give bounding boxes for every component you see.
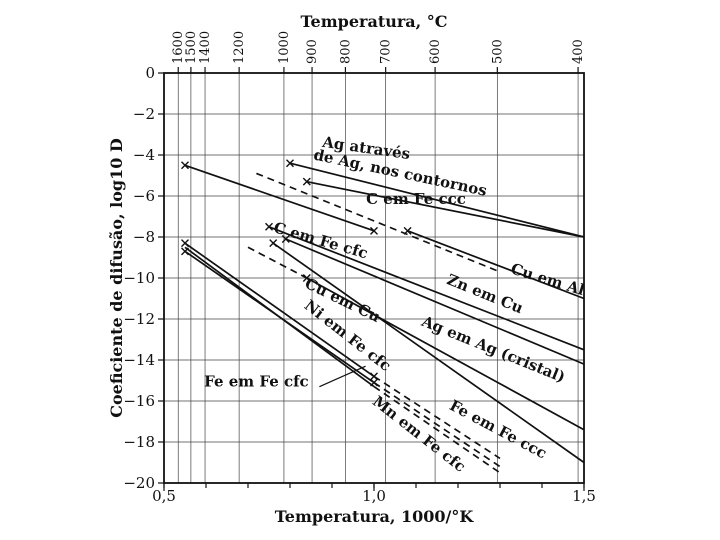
series-line bbox=[247, 246, 308, 279]
label-fe-fe-ccc: Fe em Fe ccc bbox=[447, 396, 550, 462]
series-line bbox=[256, 172, 501, 273]
series-line bbox=[373, 381, 501, 468]
top-tick-label: 800 bbox=[338, 39, 353, 64]
data-marker bbox=[281, 235, 290, 244]
data-marker bbox=[286, 159, 294, 168]
y-tick-label: −18 bbox=[123, 433, 155, 451]
data-marker bbox=[302, 274, 311, 282]
data-marker bbox=[403, 226, 412, 235]
data-marker bbox=[370, 378, 378, 387]
top-tick-label: 1200 bbox=[232, 31, 247, 64]
y-tick-label: −14 bbox=[123, 351, 155, 369]
series-line bbox=[285, 238, 585, 365]
data-marker bbox=[181, 161, 189, 170]
data-marker bbox=[265, 222, 273, 231]
top-tick-label: 500 bbox=[490, 39, 505, 64]
label-c-fe-ccc: C em Fe ccc bbox=[366, 190, 466, 208]
y-axis-label: Coeficiente de difusão, log10 D bbox=[107, 138, 126, 418]
series-line bbox=[184, 242, 375, 378]
y-tick-label: −8 bbox=[133, 228, 155, 246]
top-tick-label: 1600 bbox=[171, 31, 186, 64]
series-line bbox=[184, 164, 375, 232]
y-tick-label: 0 bbox=[145, 64, 155, 82]
axes: 0 −2 −4 −6 −8 −10 −12 −14 −16 −18 −200,5 1,0 1,5 1600… bbox=[123, 31, 596, 505]
x-axis-label: Temperatura, 1000/°K bbox=[275, 507, 475, 526]
series-line bbox=[407, 230, 585, 300]
data-marker bbox=[181, 239, 189, 248]
series-line bbox=[268, 226, 585, 351]
data-markers bbox=[181, 159, 412, 387]
series-line bbox=[272, 242, 585, 464]
y-tick-label: −10 bbox=[123, 269, 155, 287]
series-line bbox=[373, 375, 501, 460]
top-tick-label: 400 bbox=[571, 39, 586, 64]
top-tick-label: 1500 bbox=[184, 31, 199, 64]
top-tick-label: 1400 bbox=[198, 31, 213, 64]
series-line bbox=[289, 162, 585, 238]
y-tick-label: −12 bbox=[123, 310, 155, 328]
top-axis-label: Temperatura, °C bbox=[300, 12, 447, 31]
series-line bbox=[184, 246, 375, 388]
top-tick-label: 700 bbox=[379, 39, 394, 64]
top-tick-label: 1000 bbox=[277, 31, 292, 64]
series-line bbox=[373, 385, 501, 474]
y-tick-label: −2 bbox=[133, 105, 155, 123]
series-line bbox=[306, 277, 585, 431]
data-marker bbox=[302, 177, 311, 186]
data-marker bbox=[181, 247, 189, 256]
label-fe-fe-cfc: Fe em Fe cfc bbox=[204, 373, 309, 391]
data-marker bbox=[370, 226, 378, 235]
x-tick-label: 0,5 bbox=[152, 487, 176, 505]
y-tick-label: −20 bbox=[123, 474, 155, 492]
data-marker bbox=[269, 239, 278, 248]
y-tick-label: −6 bbox=[133, 187, 155, 205]
x-tick-label: 1,0 bbox=[362, 487, 386, 505]
y-tick-label: −4 bbox=[133, 146, 155, 164]
label-cu-al: Cu em Al bbox=[509, 260, 587, 300]
y-tick-label: −16 bbox=[123, 392, 155, 410]
data-marker bbox=[370, 372, 378, 381]
series-lines bbox=[184, 162, 585, 474]
fe-fe-cfc-leader bbox=[319, 365, 366, 388]
x-tick-label: 1,5 bbox=[572, 487, 596, 505]
series-line bbox=[306, 180, 585, 238]
label-ag-ag: Ag em Ag (cristal) bbox=[418, 312, 568, 386]
top-tick-label: 600 bbox=[428, 39, 443, 64]
top-tick-label: 900 bbox=[305, 39, 320, 64]
